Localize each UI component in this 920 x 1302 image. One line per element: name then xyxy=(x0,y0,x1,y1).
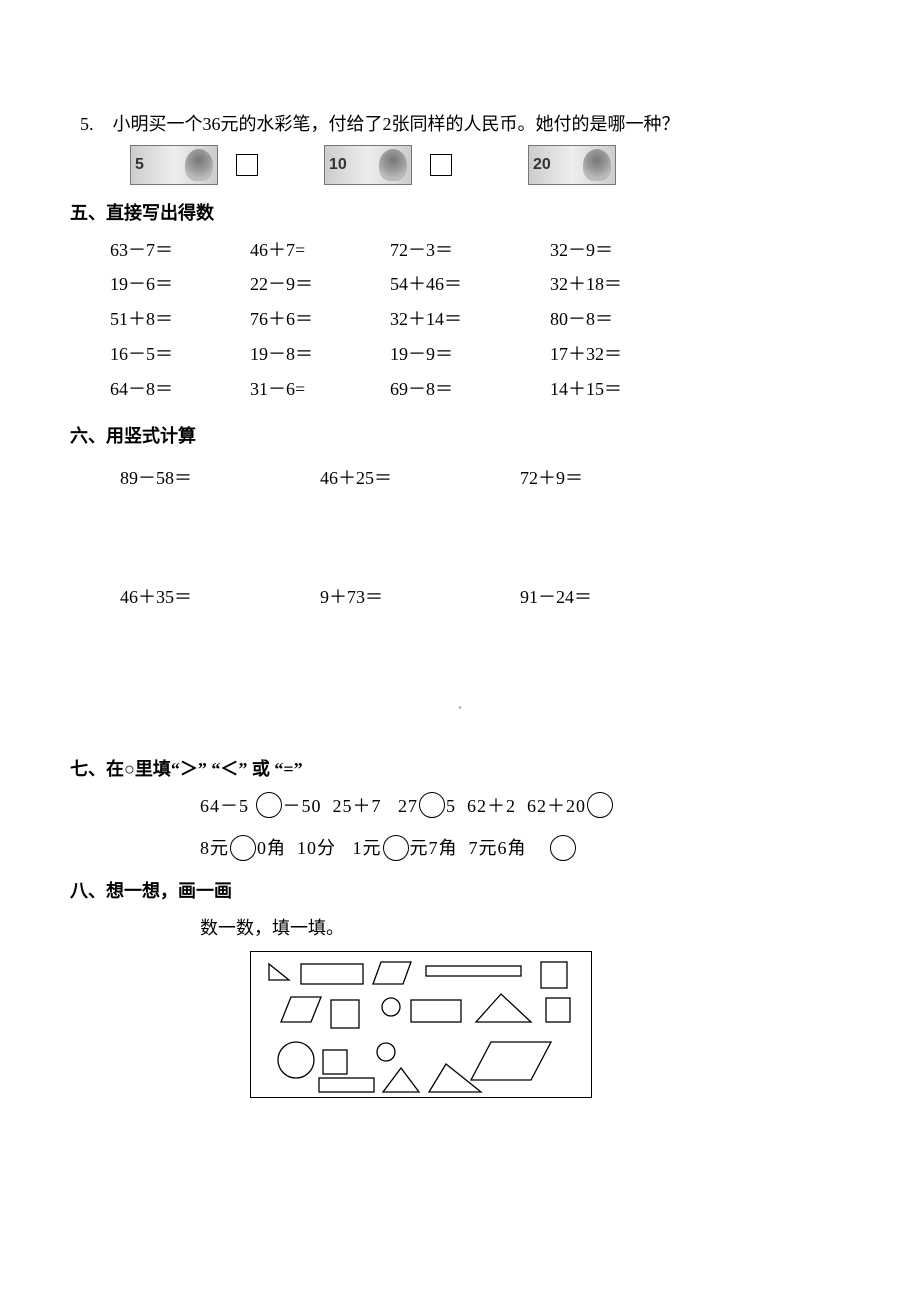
vertical-row-1: 89－58＝ 46＋25＝ 72＋9＝ xyxy=(120,464,850,493)
cmp-text: 64－5 xyxy=(200,796,249,816)
calc-cell: 32＋14＝ xyxy=(390,305,550,334)
cmp-text: 27 xyxy=(398,796,418,816)
q5-number: 5. xyxy=(80,110,108,139)
portrait-icon xyxy=(379,149,407,181)
cmp-text: 元7角 7元6角 xyxy=(410,838,527,858)
banknote-row: 5 10 20 xyxy=(130,145,850,185)
calc-grid: 63－7＝ 46＋7= 72－3＝ 32－9＝ 19－6＝ 22－9＝ 54＋4… xyxy=(110,236,850,404)
circle-blank[interactable] xyxy=(587,792,613,818)
checkbox-5[interactable] xyxy=(236,154,258,176)
calc-cell: 80－8＝ xyxy=(550,305,710,334)
calc-cell: 69－8＝ xyxy=(390,375,550,404)
calc-cell: 76＋6＝ xyxy=(250,305,390,334)
vertical-row-2: 46＋35＝ 9＋73＝ 91－24＝ xyxy=(120,583,850,612)
cmp-text: 8元 xyxy=(200,838,229,858)
banknote-10: 10 xyxy=(324,145,412,185)
calc-row: 63－7＝ 46＋7= 72－3＝ 32－9＝ xyxy=(110,236,850,265)
triangle-icon xyxy=(429,1064,481,1092)
rectangle-icon xyxy=(411,1000,461,1022)
calc-row: 64－8＝ 31－6= 69－8＝ 14＋15＝ xyxy=(110,375,850,404)
section8-title: 八、想一想，画一画 xyxy=(70,877,850,906)
section6-title: 六、用竖式计算 xyxy=(70,422,850,451)
triangle-icon xyxy=(383,1068,419,1092)
calc-cell: 14＋15＝ xyxy=(550,375,710,404)
section5-title: 五、直接写出得数 xyxy=(70,199,850,228)
calc-row: 19－6＝ 22－9＝ 54＋46＝ 32＋18＝ xyxy=(110,270,850,299)
calc-cell: 16－5＝ xyxy=(110,340,250,369)
calc-cell: 32－9＝ xyxy=(550,236,710,265)
vert-cell: 72＋9＝ xyxy=(520,464,720,493)
calc-cell: 32＋18＝ xyxy=(550,270,710,299)
rectangle-icon xyxy=(319,1078,374,1092)
circle-blank[interactable] xyxy=(256,792,282,818)
compare-line-1: 64－5 －50 25＋7 27 5 62＋2 62＋20 xyxy=(200,792,850,821)
calc-cell: 46＋7= xyxy=(250,236,390,265)
calc-cell: 19－8＝ xyxy=(250,340,390,369)
denom-20: 20 xyxy=(533,152,551,178)
banknote-5: 5 xyxy=(130,145,218,185)
vert-cell: 46＋25＝ xyxy=(320,464,520,493)
square-icon xyxy=(323,1050,347,1074)
calc-row: 16－5＝ 19－8＝ 19－9＝ 17＋32＝ xyxy=(110,340,850,369)
vert-cell: 89－58＝ xyxy=(120,464,320,493)
parallelogram-icon xyxy=(373,962,411,984)
square-icon xyxy=(331,1000,359,1028)
rectangle-icon xyxy=(301,964,363,984)
shapes-box xyxy=(250,951,592,1098)
calc-cell: 17＋32＝ xyxy=(550,340,710,369)
denom-10: 10 xyxy=(329,152,347,178)
triangle-icon xyxy=(476,994,531,1022)
parallelogram-icon xyxy=(281,997,321,1022)
calc-row: 51＋8＝ 76＋6＝ 32＋14＝ 80－8＝ xyxy=(110,305,850,334)
circle-blank[interactable] xyxy=(550,835,576,861)
circle-blank[interactable] xyxy=(230,835,256,861)
checkbox-10[interactable] xyxy=(430,154,452,176)
cmp-text: －50 25＋7 xyxy=(283,796,382,816)
square-icon xyxy=(541,962,567,988)
q5-text: 小明买一个36元的水彩笔，付给了2张同样的人民币。她付的是哪一种？ xyxy=(113,114,680,134)
denom-5: 5 xyxy=(135,152,144,178)
rectangle-icon xyxy=(426,966,521,976)
count-label: 数一数，填一填。 xyxy=(200,914,850,943)
cmp-text: 0角 10分 xyxy=(257,838,336,858)
vert-cell: 9＋73＝ xyxy=(320,583,520,612)
circle-icon xyxy=(278,1042,314,1078)
calc-cell: 64－8＝ xyxy=(110,375,250,404)
calc-cell: 19－6＝ xyxy=(110,270,250,299)
cmp-text: 1元 xyxy=(353,838,382,858)
circle-icon xyxy=(377,1043,395,1061)
calc-cell: 54＋46＝ xyxy=(390,270,550,299)
calc-cell: 51＋8＝ xyxy=(110,305,250,334)
calc-cell: 19－9＝ xyxy=(390,340,550,369)
square-icon xyxy=(546,998,570,1022)
circle-blank[interactable] xyxy=(383,835,409,861)
cmp-text: 5 62＋2 62＋20 xyxy=(446,796,586,816)
calc-cell: 31－6= xyxy=(250,375,390,404)
shapes-svg xyxy=(251,952,591,1097)
section7-title: 七、在○里填“＞” “＜” 或 “=” xyxy=(70,755,850,784)
page-marker: ▪ xyxy=(70,702,850,715)
triangle-icon xyxy=(269,964,289,980)
compare-line-2: 8元 0角 10分 1元 元7角 7元6角 xyxy=(200,834,850,863)
calc-cell: 63－7＝ xyxy=(110,236,250,265)
banknote-20: 20 xyxy=(528,145,616,185)
q5-line: 5. 小明买一个36元的水彩笔，付给了2张同样的人民币。她付的是哪一种？ xyxy=(80,110,850,139)
vert-cell: 91－24＝ xyxy=(520,583,720,612)
vert-cell: 46＋35＝ xyxy=(120,583,320,612)
circle-blank[interactable] xyxy=(419,792,445,818)
calc-cell: 72－3＝ xyxy=(390,236,550,265)
circle-icon xyxy=(382,998,400,1016)
portrait-icon xyxy=(583,149,611,181)
parallelogram-icon xyxy=(471,1042,551,1080)
calc-cell: 22－9＝ xyxy=(250,270,390,299)
compare-block: 64－5 －50 25＋7 27 5 62＋2 62＋20 8元 0角 10分 1元… xyxy=(200,792,850,864)
portrait-icon xyxy=(185,149,213,181)
